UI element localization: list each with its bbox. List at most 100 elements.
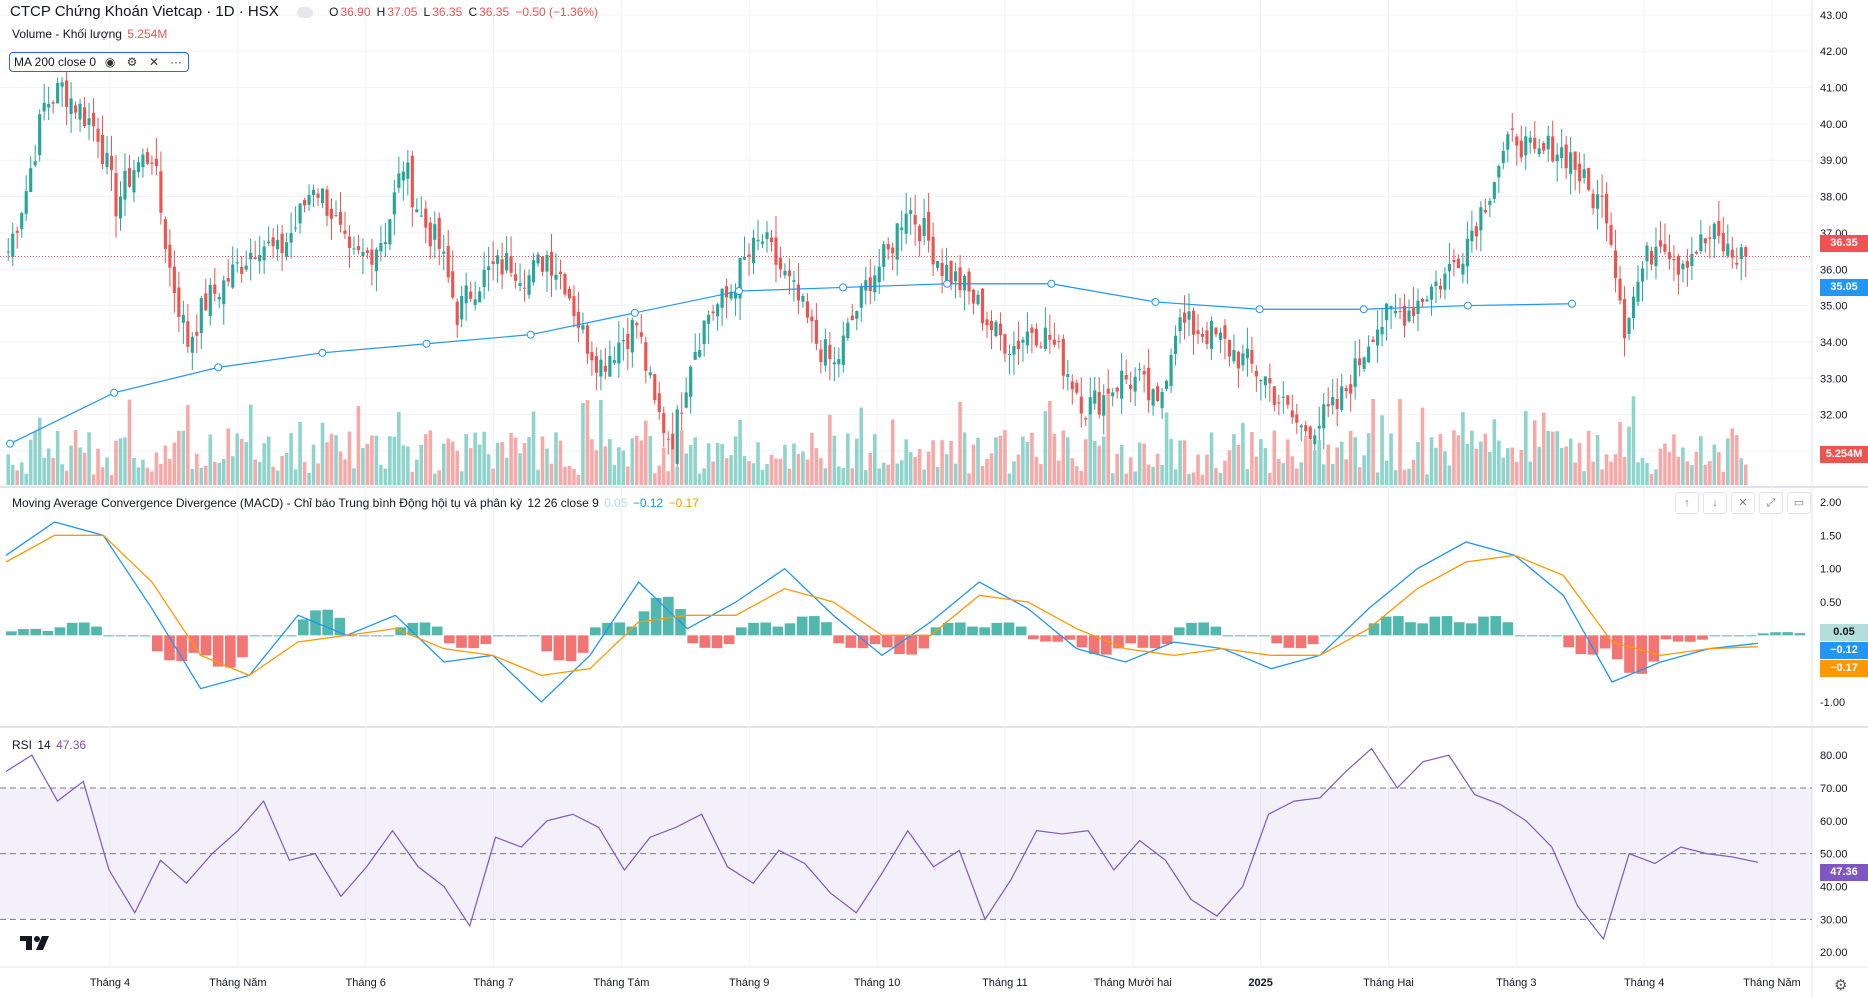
candle-body: [1528, 137, 1532, 143]
macd-line: [5, 521, 1759, 703]
volume-bar: [733, 436, 738, 485]
candle-body: [1120, 370, 1124, 399]
ma-legend[interactable]: MA 200 close 0 ◉ ⚙ ✕ ···: [9, 52, 190, 72]
volume-bar: [1214, 468, 1218, 485]
volume-bar: [316, 463, 320, 485]
volume-bar: [1124, 473, 1128, 485]
close-pane-icon[interactable]: ✕: [1731, 492, 1755, 514]
volume-bar: [289, 433, 293, 485]
volume-bar: [926, 451, 931, 485]
candle-body: [1263, 376, 1267, 386]
volume-bar: [1712, 444, 1717, 485]
candle-body: [792, 280, 796, 282]
candle-body: [909, 210, 913, 214]
candle-body: [1075, 382, 1079, 393]
macd-hist-bar: [456, 635, 467, 648]
more-icon[interactable]: ···: [170, 55, 183, 69]
candle-body: [1600, 195, 1604, 198]
candle-body: [590, 352, 594, 361]
volume-bar: [1344, 459, 1348, 485]
move-up-icon[interactable]: ↑: [1675, 492, 1699, 514]
volume-bar: [590, 439, 594, 485]
volume-bar: [1681, 447, 1685, 485]
volume-bar: [877, 468, 882, 485]
macd-hist-bar: [419, 622, 431, 636]
macd-hist-bar: [1161, 635, 1173, 645]
candle-body: [783, 270, 787, 276]
settings-gear-icon[interactable]: ⚙: [1834, 977, 1848, 994]
volume-bar: [715, 442, 720, 485]
volume-bar: [554, 432, 558, 485]
macd-hist-bar: [249, 635, 260, 637]
candle-body: [11, 233, 15, 258]
gear-icon[interactable]: ⚙: [126, 55, 138, 69]
macd-hist-bar: [1222, 635, 1234, 637]
volume-bar: [1070, 458, 1075, 485]
candle-body: [716, 304, 720, 317]
candle-body: [347, 236, 352, 249]
candle-body: [280, 233, 284, 254]
candle-body: [1196, 330, 1200, 335]
volume-bar: [922, 469, 926, 485]
candle-body: [172, 266, 176, 293]
volume-bar: [908, 452, 913, 485]
candle-body: [1151, 389, 1155, 406]
candle-body: [1173, 335, 1178, 354]
move-down-icon[interactable]: ↓: [1703, 492, 1727, 514]
volume-bar: [1173, 469, 1178, 485]
candle-body: [42, 102, 46, 112]
candle-body: [904, 213, 908, 234]
legend-dot-icon[interactable]: [296, 6, 313, 18]
candle-body: [989, 321, 994, 331]
macd-hist-bar: [553, 635, 565, 661]
volume-bar: [904, 439, 908, 485]
volume-bar: [1726, 438, 1730, 485]
candle-body: [1236, 351, 1240, 369]
volume-bar: [248, 404, 253, 485]
candle-body: [711, 311, 715, 314]
eye-icon[interactable]: ◉: [104, 55, 116, 69]
candle-body: [132, 170, 136, 193]
volume-bar: [293, 469, 298, 485]
volume-bar: [1465, 443, 1470, 485]
open-value: 36.90: [340, 5, 371, 19]
volume-bar: [711, 461, 715, 485]
candle-body: [1097, 392, 1101, 415]
volume-bar: [1488, 451, 1492, 485]
volume-bar: [1470, 430, 1474, 485]
candle-body: [819, 349, 823, 363]
volume-bar: [271, 466, 275, 485]
candle-body: [392, 192, 396, 215]
macd-hist-bar: [541, 635, 552, 652]
macd-hist-bar: [1417, 623, 1428, 636]
candle-body: [873, 275, 877, 293]
time-tick-label: Tháng Năm: [209, 977, 266, 989]
tradingview-logo-icon[interactable]: [16, 930, 56, 956]
candle-body: [141, 154, 145, 168]
volume-bar: [792, 443, 796, 485]
candle-body: [778, 257, 783, 270]
maximize-pane-icon[interactable]: ⤢: [1759, 492, 1783, 514]
volume-bar: [423, 434, 428, 485]
volume-bar: [1717, 452, 1721, 485]
volume-bar: [1079, 470, 1084, 485]
volume-bar: [666, 471, 671, 485]
close-icon[interactable]: ✕: [149, 55, 160, 69]
volume-bar: [980, 465, 985, 485]
volume-bar: [473, 432, 477, 485]
volume-bar: [913, 457, 917, 485]
candle-body: [1645, 245, 1649, 262]
candle-body: [756, 239, 760, 242]
volume-bar: [1160, 465, 1164, 485]
ma200-marker: [630, 308, 639, 317]
volume-bar: [765, 464, 769, 485]
candle-body: [383, 242, 387, 245]
volume-bar: [1290, 456, 1295, 485]
volume-bar: [949, 440, 953, 485]
volume-bar: [872, 434, 877, 485]
volume-bar: [1007, 473, 1012, 485]
candle-body: [931, 236, 935, 265]
candle-body: [1124, 374, 1128, 380]
collapse-pane-icon[interactable]: ▭: [1787, 492, 1811, 514]
